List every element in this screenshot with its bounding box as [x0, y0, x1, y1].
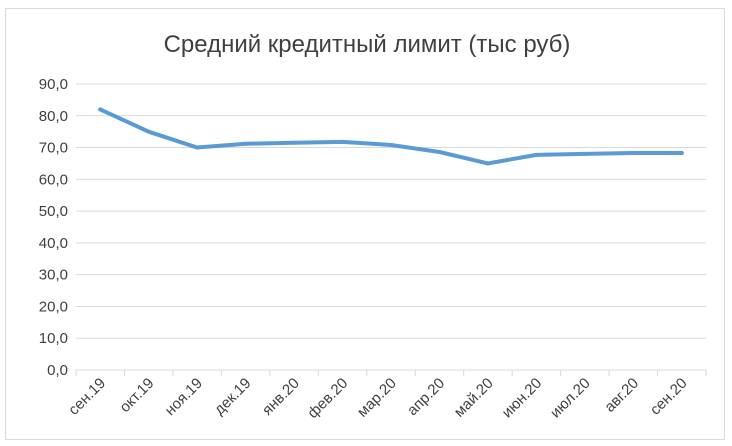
y-tick-label: 30,0 — [39, 267, 68, 284]
x-tick-label: дек.19 — [211, 375, 254, 418]
x-tick-label: ноя.19 — [162, 375, 206, 419]
data-point — [534, 152, 539, 157]
y-tick-label: 70,0 — [39, 140, 68, 157]
data-point — [437, 150, 442, 155]
y-axis: 0,0 10,0 20,0 30,0 40,0 50,0 60,0 70,0 80,0 90,0 — [39, 76, 68, 379]
y-tick-label: 10,0 — [39, 330, 68, 347]
chart-frame: Средний кредитный лимит (тыс руб) 0,0 10,… — [5, 8, 725, 440]
x-tick-label: янв.20 — [259, 375, 303, 419]
data-point — [292, 140, 297, 145]
x-tick-label: апр.20 — [404, 375, 448, 419]
x-axis: сен.19 окт.19 ноя.19 дек.19 янв.20 фев.20 мар.… — [65, 369, 707, 422]
x-tick-label: сен.19 — [65, 375, 109, 419]
data-point — [679, 150, 684, 155]
y-tick-label: 80,0 — [39, 108, 68, 125]
series-layer — [98, 107, 684, 166]
y-tick-label: 60,0 — [39, 171, 68, 188]
data-point — [340, 139, 345, 144]
x-tick-label: фев.20 — [304, 375, 351, 422]
data-point — [485, 161, 490, 166]
x-tick-label: июл.20 — [547, 375, 594, 422]
y-tick-label: 20,0 — [39, 298, 68, 315]
x-tick-label: мар.20 — [354, 375, 400, 421]
data-point — [146, 129, 151, 134]
line-chart: Средний кредитный лимит (тыс руб) 0,0 10,… — [39, 31, 707, 422]
y-tick-label: 50,0 — [39, 203, 68, 220]
grid-lines — [76, 83, 706, 339]
y-tick-label: 90,0 — [39, 76, 68, 93]
x-tick-label: авг.20 — [601, 375, 642, 416]
series-line — [98, 107, 684, 166]
data-point — [389, 143, 393, 148]
y-tick-label: 0,0 — [47, 362, 68, 379]
x-tick-label: май.20 — [451, 375, 497, 421]
data-point — [195, 145, 200, 150]
x-tick-label: июн.20 — [499, 375, 546, 422]
data-point — [98, 107, 103, 112]
y-tick-label: 40,0 — [39, 235, 68, 252]
x-tick-label: сен.20 — [647, 375, 691, 419]
data-point — [631, 150, 636, 155]
data-point — [243, 141, 248, 146]
chart-title: Средний кредитный лимит (тыс руб) — [164, 31, 571, 58]
x-tick-label: окт.19 — [116, 375, 157, 416]
data-point — [582, 151, 587, 156]
